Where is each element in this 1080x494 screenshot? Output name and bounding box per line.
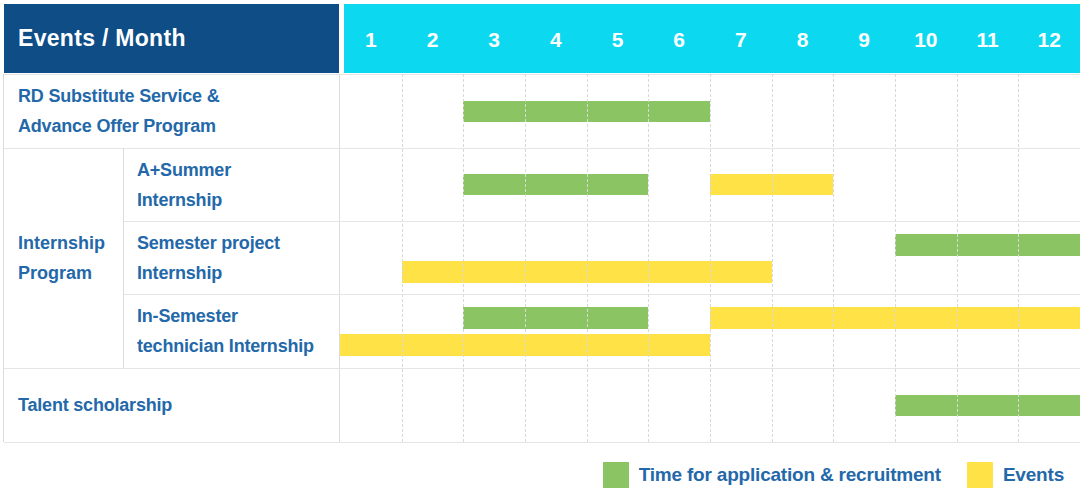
label-column-divider	[339, 74, 340, 442]
month-tick-11: 11	[976, 28, 998, 52]
group-label-cell: Internship Program	[4, 148, 123, 368]
month-gridline	[957, 74, 958, 442]
row-label-line: A+Summer	[137, 155, 339, 185]
month-tick-12: 12	[1037, 28, 1060, 52]
month-tick-4: 4	[550, 28, 562, 52]
row-label-line: Internship	[137, 258, 339, 288]
row-separator	[4, 368, 1080, 369]
row-label-5: Talent scholarship	[4, 368, 339, 442]
month-tick-5: 5	[612, 28, 624, 52]
month-tick-10: 10	[914, 28, 937, 52]
row-separator	[4, 148, 1080, 149]
table-left-border	[3, 74, 4, 442]
month-tick-8: 8	[797, 28, 809, 52]
bar-recruitment	[895, 395, 1080, 416]
month-gridline	[587, 74, 588, 442]
row-label-line: RD Substitute Service &	[18, 81, 339, 111]
month-gridline	[772, 74, 773, 442]
month-tick-9: 9	[858, 28, 870, 52]
legend-label-recruitment: Time for application & recruitment	[639, 464, 941, 486]
month-tick-6: 6	[673, 28, 685, 52]
month-gridline	[1018, 74, 1019, 442]
month-gridline	[525, 74, 526, 442]
row-label-3: Semester projectInternship	[124, 221, 339, 294]
legend-swatch-recruitment	[603, 462, 629, 488]
month-gridline	[402, 74, 403, 442]
gantt-chart: Events / Month 123456789101112 RD Substi…	[0, 0, 1080, 494]
row-label-line: Talent scholarship	[18, 390, 339, 420]
legend-label-events: Events	[1003, 464, 1064, 486]
row-label-2: A+SummerInternship	[124, 148, 339, 221]
table-bottom-border	[4, 442, 1080, 443]
header-title: Events / Month	[18, 25, 186, 52]
row-label-1: RD Substitute Service &Advance Offer Pro…	[4, 74, 339, 148]
month-tick-1: 1	[365, 28, 377, 52]
row-label-line: Semester project	[137, 228, 339, 258]
month-tick-3: 3	[488, 28, 500, 52]
row-label-line: technician Internship	[137, 331, 339, 361]
row-separator	[124, 221, 1080, 222]
row-label-4: In-Semestertechnician Internship	[124, 294, 339, 368]
row-label-line: In-Semester	[137, 301, 339, 331]
bar-recruitment	[463, 174, 648, 195]
month-tick-2: 2	[427, 28, 439, 52]
month-gridline	[648, 74, 649, 442]
row-label-line: Internship	[137, 185, 339, 215]
legend-swatch-events	[967, 462, 993, 488]
bar-recruitment	[895, 234, 1080, 256]
month-gridline	[710, 74, 711, 442]
bar-recruitment	[463, 307, 648, 329]
legend: Time for application & recruitment Event…	[603, 461, 1064, 489]
table-top-border	[4, 74, 1080, 75]
header-events-month-cell: Events / Month	[4, 4, 339, 73]
month-gridline	[463, 74, 464, 442]
month-header-band: 123456789101112	[344, 4, 1080, 73]
group-column-divider	[123, 148, 124, 368]
month-gridline	[833, 74, 834, 442]
row-label-line: Advance Offer Program	[18, 111, 339, 141]
month-tick-7: 7	[735, 28, 747, 52]
row-separator	[124, 294, 1080, 295]
month-gridline	[895, 74, 896, 442]
